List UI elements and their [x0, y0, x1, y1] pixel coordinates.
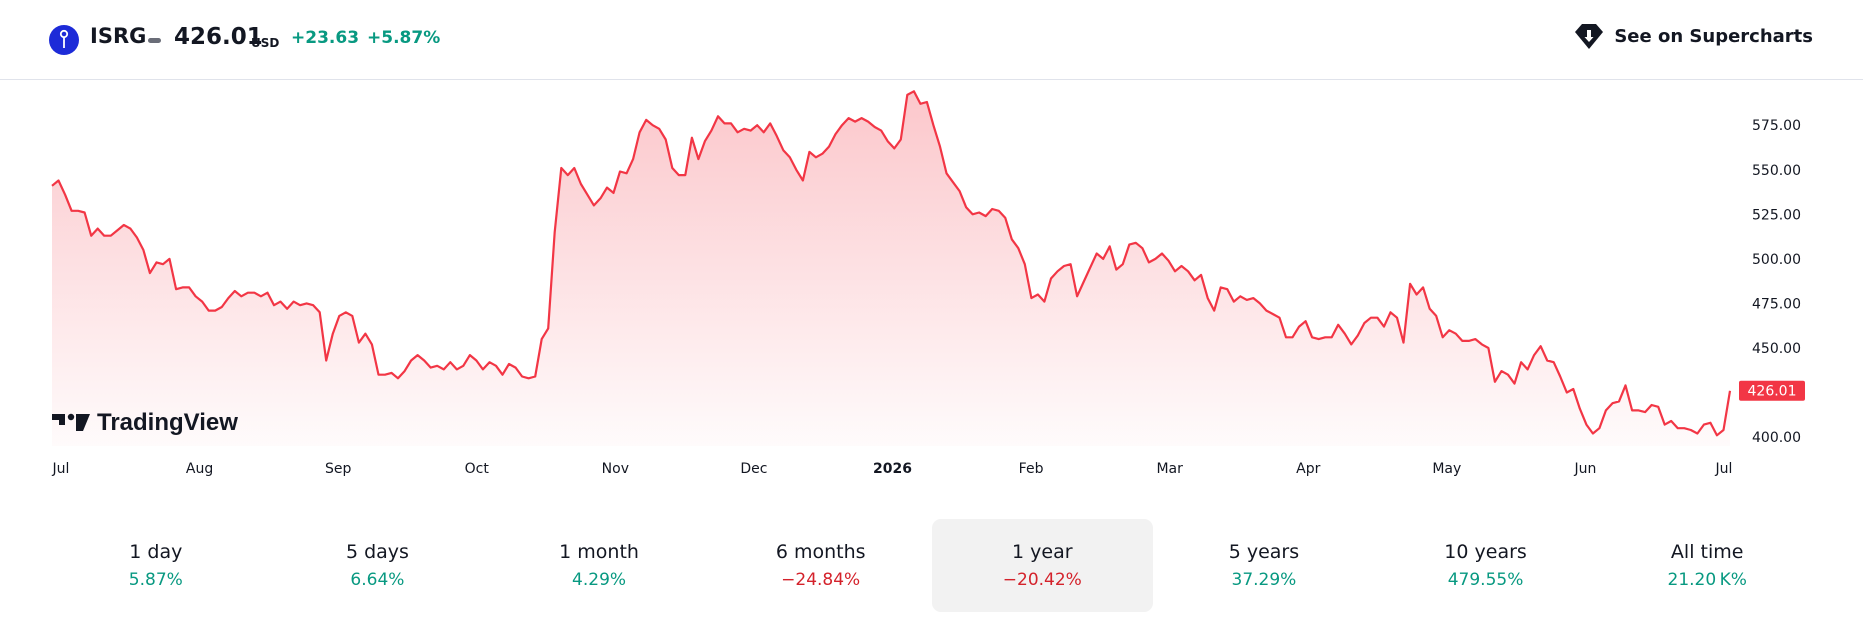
period-tab-value: 5.87%	[128, 570, 183, 590]
period-tab-6-months[interactable]: 6 months −24.84%	[710, 519, 932, 612]
last-price: 426.01	[174, 24, 263, 50]
period-tab-label: 1 year	[1012, 541, 1073, 563]
x-tick-label: Aug	[186, 461, 213, 477]
x-tick-label: Dec	[740, 461, 767, 477]
symbol-header: ISRG 426.01 USD +23.63 +5.87% See on Sup…	[0, 0, 1863, 80]
period-tab-label: 1 day	[129, 541, 183, 563]
period-tabs: 1 day 5.87% 5 days 6.64% 1 month 4.29% 6 month…	[45, 519, 1818, 612]
x-tick-label: Jul	[1715, 461, 1733, 477]
period-tab-value: −24.84%	[781, 570, 861, 590]
period-tab-5-years[interactable]: 5 years 37.29%	[1153, 519, 1375, 612]
y-tick-label: 575.00	[1752, 118, 1801, 134]
period-tab-value: 6.64%	[350, 570, 405, 590]
see-on-supercharts-button[interactable]: See on Supercharts	[1574, 22, 1813, 50]
period-tab-all-time[interactable]: All time 21.20 K%	[1596, 519, 1818, 612]
x-tick-label: Sep	[325, 461, 352, 477]
y-tick-label: 400.00	[1752, 430, 1801, 446]
watermark-text: TradingView	[97, 409, 238, 436]
tradingview-logo-icon	[52, 413, 90, 431]
price-change-percent: +5.87%	[367, 28, 441, 48]
x-tick-label: Apr	[1296, 461, 1320, 477]
period-tab-label: All time	[1670, 541, 1744, 563]
y-axis: 575.00 550.00 525.00 500.00 475.00 450.00 400.…	[1752, 118, 1801, 446]
x-tick-label: Nov	[602, 461, 629, 477]
isrg-logo-icon[interactable]	[49, 25, 79, 55]
x-tick-label: 2026	[873, 461, 912, 477]
price-change: +23.63	[291, 28, 360, 48]
period-tab-label: 1 month	[559, 541, 639, 563]
x-tick-label: Oct	[465, 461, 490, 477]
x-tick-label: Jun	[1573, 461, 1596, 477]
period-tab-10-years[interactable]: 10 years 479.55%	[1375, 519, 1597, 612]
period-tab-label: 5 days	[345, 541, 409, 563]
y-tick-label: 525.00	[1752, 207, 1801, 223]
price-currency: USD	[251, 36, 280, 50]
tradingview-watermark: TradingView	[52, 409, 238, 436]
period-tab-value: −20.42%	[1002, 570, 1082, 590]
price-line	[51, 90, 1732, 437]
period-tab-5-days[interactable]: 5 days 6.64%	[267, 519, 489, 612]
y-tick-label: 450.00	[1752, 341, 1801, 357]
x-axis: Jul Aug Sep Oct Nov Dec 2026 Feb Mar Apr May Jun Jul	[52, 461, 1733, 477]
x-tick-label: Feb	[1019, 461, 1044, 477]
ticker-symbol[interactable]: ISRG	[90, 24, 147, 48]
x-tick-label: Jul	[52, 461, 70, 477]
period-tab-value: 21.20 K%	[1667, 570, 1747, 590]
tradingview-diamond-icon	[1575, 24, 1604, 49]
see-on-supercharts-label: See on Supercharts	[1614, 25, 1813, 47]
x-tick-label: Mar	[1156, 461, 1183, 477]
period-tab-label: 6 months	[775, 541, 866, 563]
period-tab-1-month[interactable]: 1 month 4.29%	[488, 519, 710, 612]
period-tab-value: 37.29%	[1231, 570, 1297, 590]
last-price-badge-text: 426.01	[1748, 384, 1797, 400]
period-tab-value: 479.55%	[1447, 570, 1524, 590]
price-chart[interactable]: 575.00 550.00 525.00 500.00 475.00 450.00 400.…	[0, 80, 1863, 500]
period-tab-1-day[interactable]: 1 day 5.87%	[45, 519, 267, 612]
last-price-badge: 426.01	[1739, 380, 1805, 401]
x-tick-label: May	[1432, 461, 1461, 477]
period-tab-label: 5 years	[1228, 541, 1300, 563]
y-tick-label: 550.00	[1752, 163, 1801, 179]
period-tab-value: 4.29%	[572, 570, 627, 590]
market-status-dash-icon	[148, 38, 161, 43]
y-tick-label: 500.00	[1752, 252, 1801, 268]
period-tab-1-year[interactable]: 1 year −20.42%	[931, 519, 1154, 612]
period-tab-label: 10 years	[1444, 541, 1527, 563]
y-tick-label: 475.00	[1752, 296, 1801, 312]
